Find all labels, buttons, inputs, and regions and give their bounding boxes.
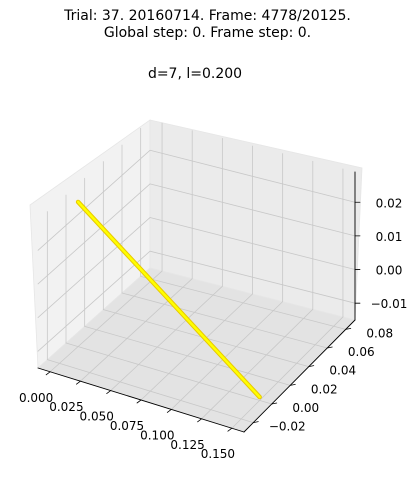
- z-tick-label: 0.01: [376, 230, 403, 244]
- x-tick-label: 0.050: [80, 410, 114, 424]
- x-tick-label: 0.000: [19, 391, 53, 405]
- y-tick-label: 0.06: [348, 345, 375, 359]
- x-tick-mark: [197, 418, 202, 423]
- y-tick-mark: [345, 327, 352, 330]
- z-grid-left: [37, 183, 151, 285]
- series-lines: [75, 199, 262, 400]
- x-tick-mark: [76, 380, 81, 385]
- x-grid-floor: [80, 278, 193, 382]
- x-tick-label: 0.025: [49, 400, 83, 414]
- y-tick-label: −0.02: [269, 420, 306, 434]
- y-grid-floor: [46, 359, 254, 424]
- x-tick-mark: [106, 390, 112, 394]
- chart-title: Trial: 37. 20160714. Frame: 4778/20125. …: [0, 8, 415, 42]
- y-grid-floor: [84, 325, 291, 386]
- z-grid-left: [37, 149, 151, 251]
- x-tick-label: 0.150: [201, 447, 235, 461]
- y-grid-floor: [121, 292, 328, 349]
- y-tick-mark: [326, 346, 333, 349]
- x-grid-floor: [201, 308, 314, 420]
- y-tick-label: 0.08: [366, 326, 393, 340]
- grid-lines: [37, 122, 356, 429]
- z-tick-label: 0.00: [376, 264, 403, 278]
- x-tick-mark: [227, 427, 233, 432]
- x-grid-floor: [49, 270, 163, 373]
- x-grid-floor: [170, 301, 284, 410]
- z-grid-left: [37, 217, 151, 318]
- y-tick-label: 0.04: [329, 364, 356, 378]
- chart-title-line-1: Trial: 37. 20160714. Frame: 4778/20125.: [64, 8, 351, 24]
- x-tick-mark: [136, 399, 142, 404]
- z-grid-right: [149, 183, 356, 237]
- z-tick-label: 0.02: [376, 196, 403, 210]
- x-tick-mark: [45, 371, 51, 376]
- z-tick-label: −0.01: [371, 297, 408, 311]
- x-grid-floor: [231, 316, 344, 429]
- z-grid-left: [37, 250, 151, 352]
- y-axis-line: [243, 319, 356, 433]
- chart-title-line-2: Global step: 0. Frame step: 0.: [103, 25, 312, 41]
- y-tick-label: 0.00: [292, 401, 319, 415]
- x-grid-floor: [140, 293, 253, 401]
- x-grid-floor: [110, 285, 223, 391]
- series-line: [76, 200, 261, 399]
- y-tick-mark: [252, 421, 259, 424]
- y-tick-mark: [289, 383, 296, 386]
- y-tick-label: 0.02: [311, 382, 338, 396]
- z-grid-right: [149, 217, 356, 270]
- z-grid-right: [149, 250, 356, 304]
- chart-subtitle: d=7, l=0.200: [147, 66, 243, 82]
- x-tick-mark: [166, 409, 172, 413]
- z-grid-right: [149, 149, 356, 203]
- y-tick-mark: [308, 365, 315, 368]
- x-tick-label: 0.075: [110, 419, 144, 433]
- y-tick-mark: [271, 402, 278, 405]
- x-tick-label: 0.125: [170, 438, 204, 452]
- y-grid-floor: [65, 342, 273, 405]
- y-grid-floor: [140, 275, 347, 330]
- x-tick-label: 0.100: [140, 428, 174, 442]
